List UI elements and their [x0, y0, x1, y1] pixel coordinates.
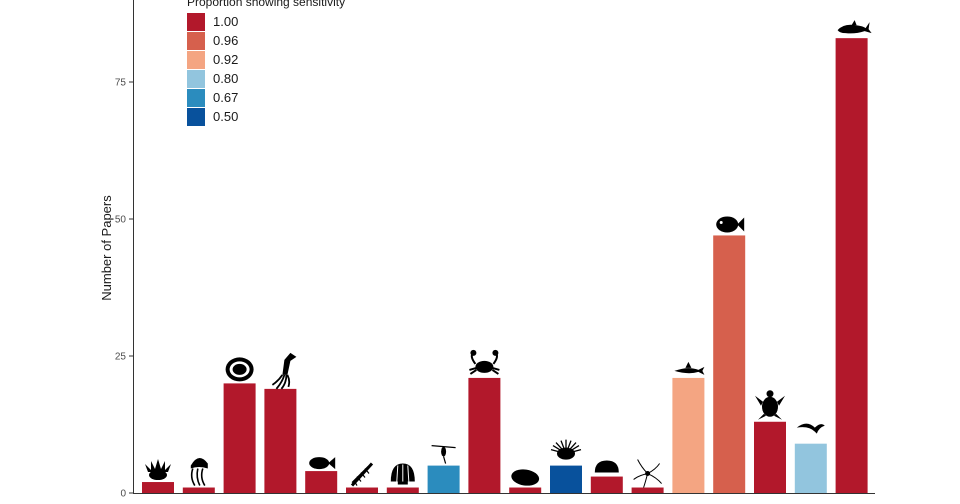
legend-label: 0.50 [213, 109, 238, 124]
turtle-icon [755, 390, 785, 420]
legend-items: 1.00 0.96 0.92 0.80 0.67 0.50 [187, 13, 238, 126]
jellyfish-icon [190, 457, 208, 486]
bar-turtle [754, 421, 786, 493]
legend-title: Proportion showing sensitivity [187, 0, 345, 9]
legend-swatch [187, 32, 205, 50]
y-tick-label: 75 [115, 78, 127, 89]
y-tick-label: 0 [120, 489, 126, 500]
bar-copepod [427, 465, 460, 493]
bar-whale [835, 38, 868, 493]
bar-anemone [142, 482, 174, 493]
copepod-icon [431, 445, 456, 464]
squid-icon [271, 352, 297, 390]
bar-jellyfish [182, 487, 215, 493]
bar-flatfish [305, 471, 338, 493]
bar-chiton [590, 476, 623, 493]
crab-icon [469, 349, 500, 375]
bar-fish [713, 235, 746, 493]
legend-swatch [187, 108, 205, 126]
bar-seabird [794, 443, 827, 493]
scallop-icon [390, 463, 415, 485]
bar-clam [223, 383, 256, 493]
icons-group [145, 20, 872, 488]
bar-squid [264, 388, 297, 493]
legend: Proportion showing sensitivity 1.00 0.96 0… [187, 0, 345, 126]
bar-sea-urchin [550, 465, 582, 493]
y-tick-label: 50 [115, 215, 127, 226]
y-tick-label: 25 [115, 352, 127, 363]
legend-label: 0.67 [213, 90, 238, 105]
fish-icon [716, 216, 745, 233]
flatfish-icon [309, 457, 336, 470]
y-ticks: 0 25 50 75 [115, 78, 133, 500]
bar-scallop [386, 487, 419, 493]
sea-urchin-icon [550, 439, 582, 460]
bar-brittle-star [631, 487, 664, 493]
bar-shark [672, 377, 705, 493]
legend-swatch [187, 51, 205, 69]
clam-icon [225, 357, 254, 382]
legend-swatch [187, 70, 205, 88]
legend-label: 1.00 [213, 14, 238, 29]
seabird-icon [796, 423, 825, 434]
anemone-icon [145, 459, 171, 481]
polychaete-worm-icon [350, 462, 374, 487]
bar-polychaete-worm [346, 487, 378, 493]
legend-label: 0.96 [213, 33, 238, 48]
whale-icon [837, 20, 872, 34]
legend-label: 0.80 [213, 71, 238, 86]
sea-cucumber-icon [511, 469, 540, 486]
y-axis-label: Number of Papers [99, 195, 114, 301]
legend-swatch [187, 13, 205, 31]
bar-sea-cucumber [509, 487, 542, 493]
chiton-icon [594, 460, 619, 473]
bar-crab [468, 377, 501, 493]
brittle-star-icon [633, 459, 662, 488]
shark-icon [674, 361, 705, 375]
legend-label: 0.92 [213, 52, 238, 67]
bars-group [142, 38, 868, 493]
legend-swatch [187, 89, 205, 107]
